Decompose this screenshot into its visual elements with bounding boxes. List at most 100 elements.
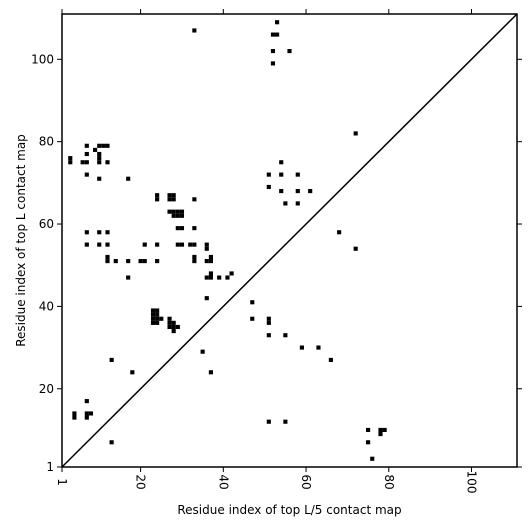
contact-point (266, 172, 271, 177)
contact-point (171, 320, 176, 325)
contact-point (88, 411, 94, 416)
contact-point (142, 242, 147, 247)
contact-point (337, 230, 342, 235)
contact-point (159, 316, 164, 321)
contact-point (72, 411, 77, 416)
x-tick-label: 40 (216, 474, 230, 489)
contact-point (97, 242, 102, 247)
contact-point (171, 193, 176, 198)
contact-point (109, 440, 114, 445)
contact-point (171, 197, 176, 202)
contact-point (179, 242, 185, 247)
x-tick-label: 20 (134, 474, 148, 489)
contact-point (192, 28, 197, 33)
contact-point (204, 242, 209, 247)
y-axis-ticks: 1 20 40 60 80 100 (31, 52, 522, 474)
contact-point (72, 415, 77, 420)
contact-point (370, 456, 375, 461)
contact-markers (68, 20, 387, 461)
contact-point (97, 230, 102, 235)
x-axis-label: Residue index of top L/5 contact map (177, 503, 401, 517)
x-axis-ticks: 1 20 40 60 80 100 (55, 9, 479, 493)
contact-point (113, 259, 118, 264)
contact-point (225, 275, 230, 280)
contact-point (109, 357, 114, 362)
y-tick-label: 1 (46, 460, 54, 474)
contact-point (366, 440, 371, 445)
contact-point (167, 197, 172, 202)
contact-point (93, 147, 98, 152)
diagonal-line (61, 13, 518, 468)
contact-point (171, 329, 176, 334)
contact-point (270, 49, 276, 54)
contact-point (68, 156, 73, 161)
contact-point (204, 296, 209, 301)
contact-point (283, 201, 288, 206)
contact-point (80, 160, 85, 165)
contact-point (266, 320, 271, 325)
contact-point (295, 189, 300, 194)
contact-point (353, 246, 358, 251)
contact-point (266, 419, 271, 424)
contact-point (208, 259, 213, 264)
contact-point (229, 271, 234, 276)
contact-point (250, 300, 255, 305)
contact-point (299, 345, 304, 350)
contact-point (155, 320, 160, 325)
contact-point (105, 230, 110, 235)
contact-point (167, 320, 172, 325)
contact-point (84, 160, 89, 165)
y-axis-label: Residue index of top L contact map (14, 134, 28, 347)
y-tick-label: 20 (39, 382, 54, 396)
contact-point (378, 427, 383, 432)
contact-point (84, 172, 89, 177)
contact-point (130, 370, 135, 375)
contact-point (175, 242, 180, 247)
contact-point (192, 259, 197, 264)
contact-point (266, 184, 271, 190)
contact-point (366, 427, 371, 432)
contact-point (208, 254, 213, 260)
contact-point (308, 189, 313, 194)
contact-point (192, 226, 197, 231)
contact-point (167, 209, 172, 214)
contact-point (283, 333, 288, 338)
contact-point (84, 151, 89, 157)
x-tick-label: 100 (465, 471, 479, 494)
contact-point (175, 324, 180, 330)
contact-point (382, 427, 387, 432)
contact-point (378, 432, 383, 437)
y-tick-label: 60 (39, 217, 54, 231)
y-tick-label: 100 (31, 52, 54, 66)
contact-point (155, 242, 160, 247)
contact-point (204, 259, 209, 264)
contact-point (192, 242, 197, 247)
contact-point (138, 259, 143, 264)
contact-point (179, 226, 185, 231)
contact-point (97, 156, 102, 161)
contact-point (126, 259, 131, 264)
contact-point (97, 151, 102, 157)
contact-point (316, 345, 321, 350)
contact-point (171, 213, 176, 218)
contact-point (208, 275, 213, 280)
contact-point (217, 275, 222, 280)
contact-point (150, 320, 156, 325)
contact-point (84, 399, 89, 404)
contact-point (105, 259, 110, 264)
contact-point (155, 193, 160, 198)
contact-point (279, 160, 284, 165)
contact-point (175, 209, 180, 214)
contact-point (105, 254, 110, 260)
contact-point (171, 209, 176, 214)
contact-point (266, 316, 271, 321)
contact-point (171, 324, 176, 330)
contact-point (270, 61, 276, 66)
contact-point (275, 32, 280, 37)
x-tick-label: 60 (299, 474, 313, 489)
contact-point (204, 275, 209, 280)
contact-point (283, 419, 288, 424)
contact-point (208, 271, 213, 276)
contact-point (204, 246, 209, 251)
contact-point (175, 213, 180, 218)
